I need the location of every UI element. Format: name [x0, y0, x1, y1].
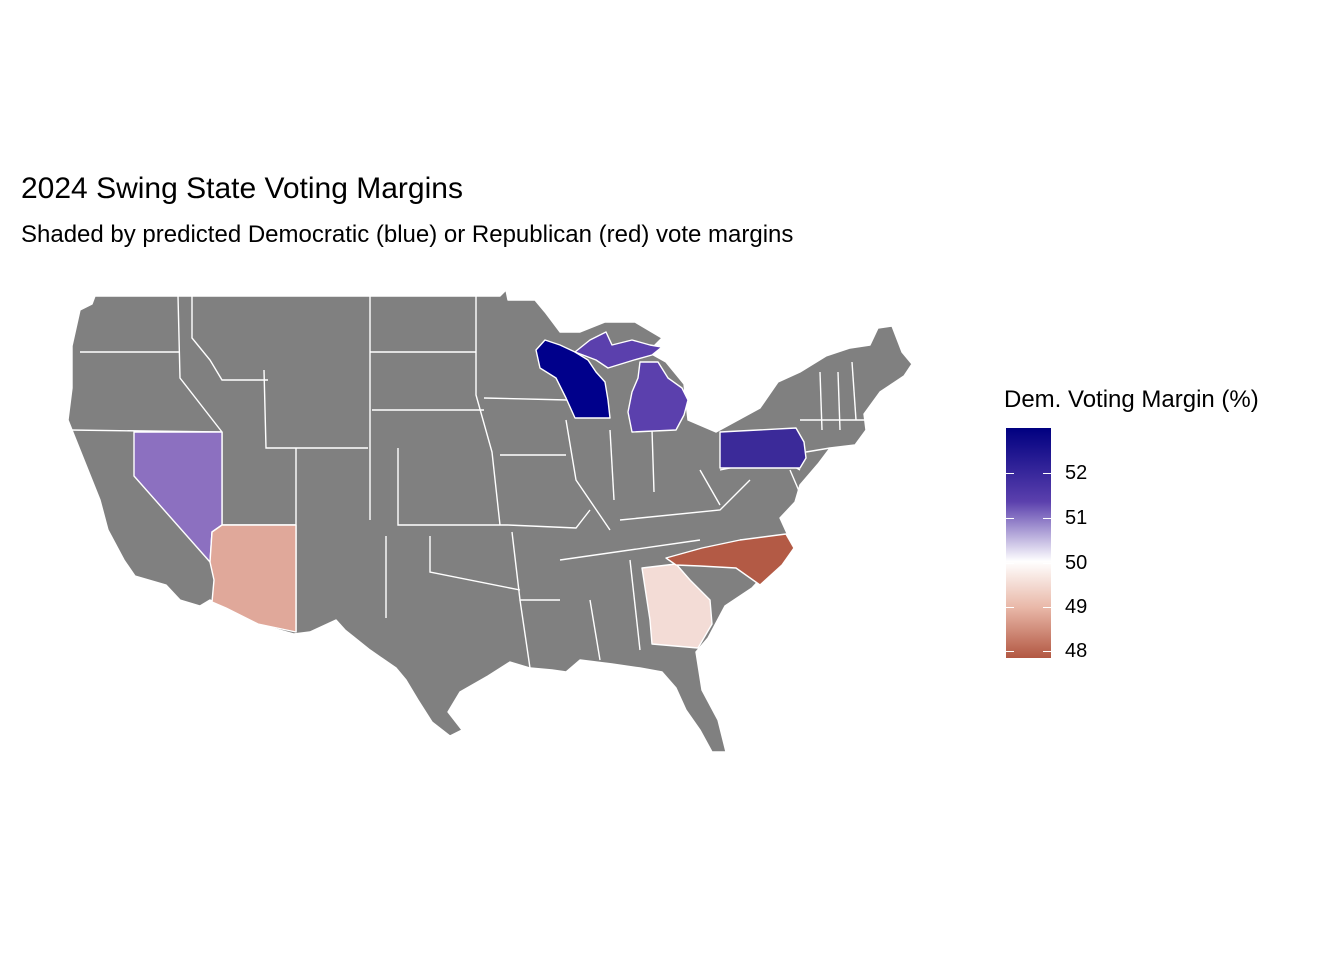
legend-tick-mark	[1006, 518, 1014, 519]
legend-tick-mark	[1006, 473, 1014, 474]
legend-colorbar	[1006, 428, 1051, 658]
legend-tick-label: 51	[1065, 507, 1088, 529]
legend-title: Dem. Voting Margin (%)	[1004, 386, 1259, 413]
legend-tick-mark	[1006, 607, 1014, 608]
legend-tick-mark	[1043, 518, 1051, 519]
state-michigan-upper	[574, 331, 663, 369]
state-arizona	[209, 524, 297, 633]
legend-tick-label: 50	[1065, 552, 1088, 574]
state-michigan-lower	[627, 361, 689, 433]
legend-tick-mark	[1043, 651, 1051, 652]
legend-tick-mark	[1006, 651, 1014, 652]
legend-tick-mark	[1006, 563, 1014, 564]
legend-tick-label: 52	[1065, 462, 1088, 484]
legend-tick-mark	[1043, 473, 1051, 474]
legend-tick-mark	[1043, 607, 1051, 608]
plot-title: 2024 Swing State Voting Margins	[21, 172, 463, 205]
legend-tick-label: 49	[1065, 596, 1088, 618]
state-pennsylvania	[719, 427, 807, 469]
state-georgia	[641, 563, 713, 649]
legend-tick-label: 48	[1065, 640, 1088, 662]
plot-subtitle: Shaded by predicted Democratic (blue) or…	[21, 221, 794, 248]
legend-tick-mark	[1043, 563, 1051, 564]
state-north-carolina	[665, 533, 795, 586]
